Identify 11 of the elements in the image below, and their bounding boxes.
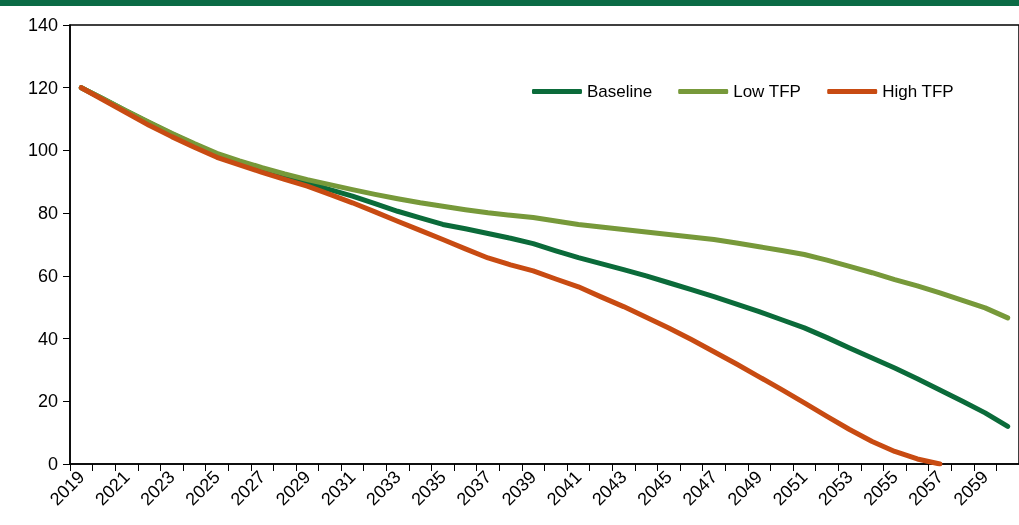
- legend-label: Low TFP: [733, 82, 801, 101]
- y-tick-label: 80: [37, 203, 58, 224]
- y-tick-label: 0: [47, 454, 58, 474]
- y-tick-label: 40: [37, 328, 58, 349]
- legend-label: Baseline: [586, 82, 653, 101]
- y-tick-label: 60: [37, 265, 58, 286]
- y-tick-label: 100: [27, 140, 58, 161]
- y-tick-label: 20: [37, 391, 58, 412]
- legend-label: High TFP: [882, 82, 954, 101]
- y-tick-label: 120: [27, 77, 58, 98]
- y-tick-label: 140: [27, 15, 58, 35]
